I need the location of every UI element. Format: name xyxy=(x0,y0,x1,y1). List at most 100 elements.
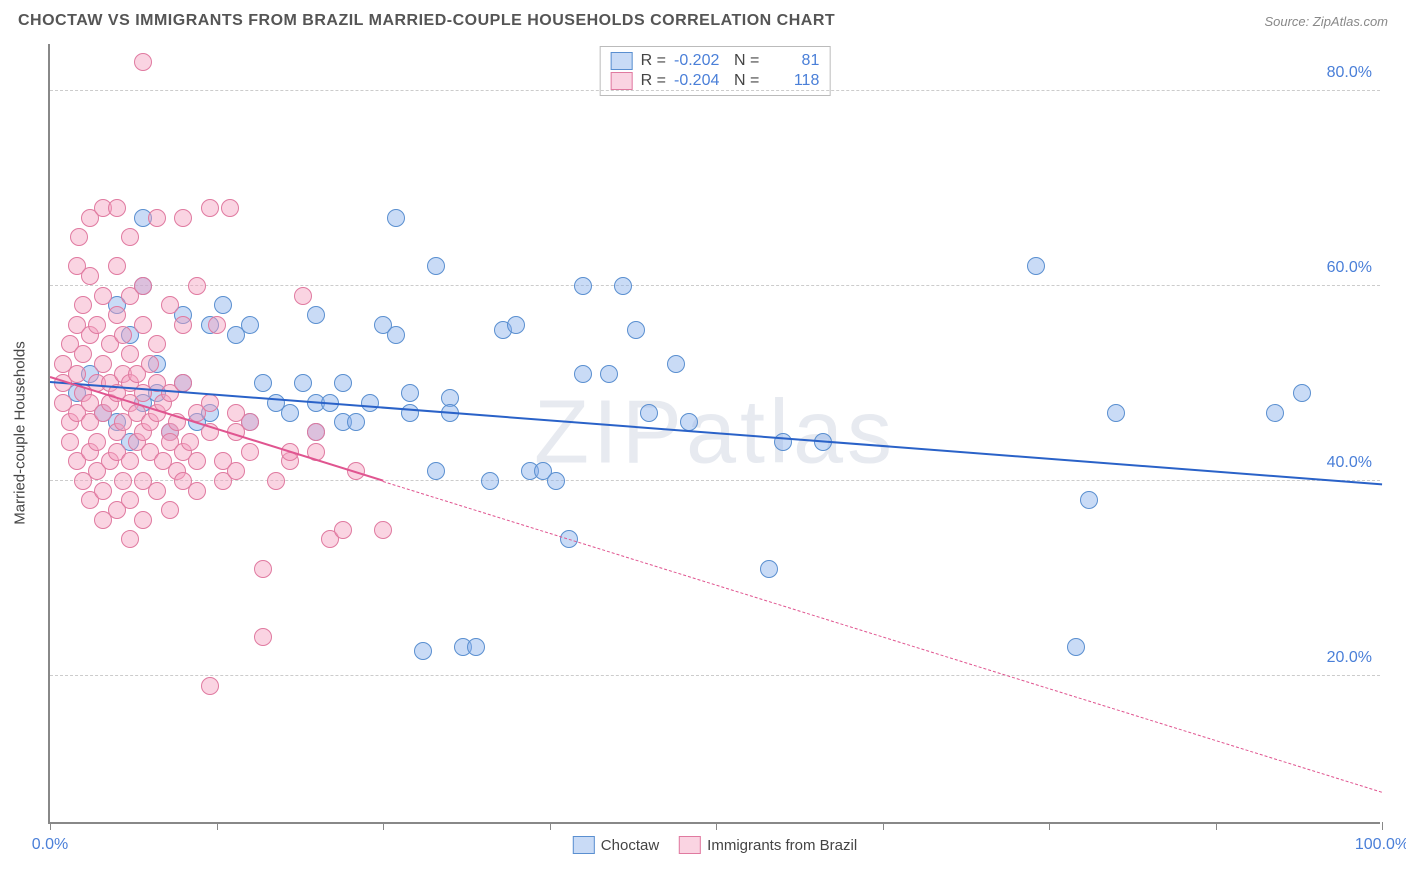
data-point xyxy=(614,277,632,295)
data-point xyxy=(294,374,312,392)
data-point xyxy=(174,209,192,227)
data-point xyxy=(148,209,166,227)
data-point xyxy=(680,413,698,431)
data-point xyxy=(114,326,132,344)
data-point xyxy=(387,209,405,227)
x-tick xyxy=(883,822,884,830)
data-point xyxy=(387,326,405,344)
data-point xyxy=(121,345,139,363)
data-point xyxy=(121,530,139,548)
stats-legend-row: R =-0.204N =118 xyxy=(611,71,820,91)
data-point xyxy=(121,452,139,470)
y-tick-label: 60.0% xyxy=(1327,259,1372,277)
stats-legend-row: R = -0.202 N = 81 xyxy=(611,51,820,71)
data-point xyxy=(174,374,192,392)
data-point xyxy=(121,491,139,509)
gridline xyxy=(50,285,1380,286)
x-tick xyxy=(1049,822,1050,830)
data-point xyxy=(281,404,299,422)
data-point xyxy=(208,316,226,334)
data-point xyxy=(267,472,285,490)
data-point xyxy=(181,433,199,451)
data-point xyxy=(94,287,112,305)
data-point xyxy=(334,374,352,392)
data-point xyxy=(201,394,219,412)
data-point xyxy=(201,199,219,217)
stat-r-label: R = xyxy=(641,52,666,70)
data-point xyxy=(254,374,272,392)
chart-source: Source: ZipAtlas.com xyxy=(1264,14,1388,29)
data-point xyxy=(600,365,618,383)
data-point xyxy=(334,521,352,539)
x-tick xyxy=(550,822,551,830)
data-point xyxy=(188,452,206,470)
stat-r-value: -0.204 xyxy=(674,72,726,90)
data-point xyxy=(294,287,312,305)
data-point xyxy=(141,355,159,373)
scatter-plot-area: ZIPatlas Married-couple Households R =-0… xyxy=(48,44,1380,824)
data-point xyxy=(88,433,106,451)
data-point xyxy=(1107,404,1125,422)
stat-r-value: -0.202 xyxy=(674,52,726,70)
data-point xyxy=(94,482,112,500)
legend-swatch xyxy=(611,72,633,90)
stat-r-label: R = xyxy=(641,72,666,90)
data-point xyxy=(1080,491,1098,509)
gridline xyxy=(50,90,1380,91)
legend-item: Choctaw xyxy=(573,836,659,854)
gridline xyxy=(50,480,1380,481)
data-point xyxy=(201,677,219,695)
data-point xyxy=(94,355,112,373)
legend-swatch xyxy=(679,836,701,854)
data-point xyxy=(481,472,499,490)
data-point xyxy=(174,316,192,334)
stat-n-label: N = xyxy=(734,52,759,70)
trend-line xyxy=(50,381,1382,485)
data-point xyxy=(547,472,565,490)
data-point xyxy=(148,335,166,353)
y-tick-label: 20.0% xyxy=(1327,649,1372,667)
data-point xyxy=(108,306,126,324)
data-point xyxy=(640,404,658,422)
data-point xyxy=(70,228,88,246)
legend-swatch xyxy=(611,52,633,70)
data-point xyxy=(1027,257,1045,275)
data-point xyxy=(307,423,325,441)
data-point xyxy=(161,296,179,314)
data-point xyxy=(134,316,152,334)
data-point xyxy=(114,472,132,490)
data-point xyxy=(68,365,86,383)
data-point xyxy=(774,433,792,451)
data-point xyxy=(347,413,365,431)
stats-legend-box: R =-0.202N =81R =-0.204N =118 xyxy=(600,46,831,96)
legend-item: Immigrants from Brazil xyxy=(679,836,857,854)
data-point xyxy=(374,521,392,539)
x-tick xyxy=(1216,822,1217,830)
data-point xyxy=(81,267,99,285)
data-point xyxy=(88,316,106,334)
data-point xyxy=(121,228,139,246)
data-point xyxy=(134,511,152,529)
data-point xyxy=(108,257,126,275)
chart-header: CHOCTAW VS IMMIGRANTS FROM BRAZIL MARRIE… xyxy=(18,12,1388,30)
data-point xyxy=(241,443,259,461)
y-axis-label: Married-couple Households xyxy=(12,341,29,524)
chart-title: CHOCTAW VS IMMIGRANTS FROM BRAZIL MARRIE… xyxy=(18,12,835,30)
data-point xyxy=(1293,384,1311,402)
data-point xyxy=(401,384,419,402)
x-tick-label: 0.0% xyxy=(32,836,68,854)
data-point xyxy=(414,642,432,660)
data-point xyxy=(227,462,245,480)
data-point xyxy=(667,355,685,373)
data-point xyxy=(214,296,232,314)
data-point xyxy=(148,482,166,500)
data-point xyxy=(188,482,206,500)
x-tick xyxy=(50,822,51,830)
data-point xyxy=(574,277,592,295)
data-point xyxy=(74,296,92,314)
data-point xyxy=(1266,404,1284,422)
x-tick xyxy=(716,822,717,830)
data-point xyxy=(74,345,92,363)
legend-swatch xyxy=(573,836,595,854)
stat-n-value: 81 xyxy=(767,52,819,70)
